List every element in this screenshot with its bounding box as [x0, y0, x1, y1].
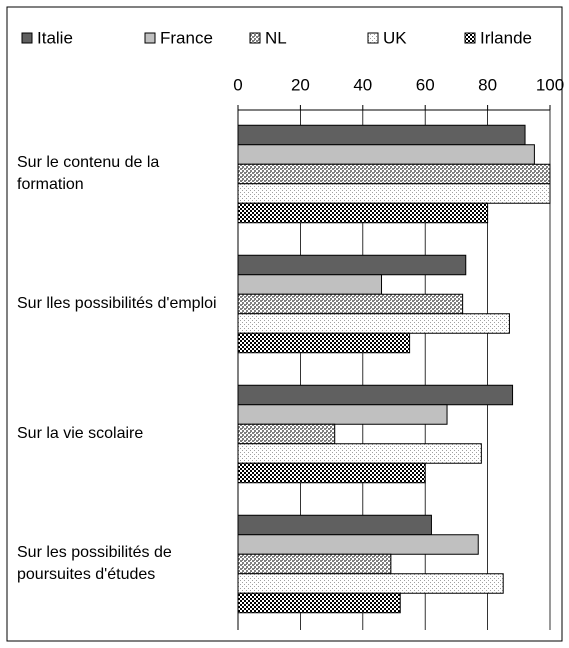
frame: [6, 6, 563, 642]
bar: [237, 144, 535, 165]
x-tick-label: 0: [233, 75, 242, 94]
legend-label: UK: [383, 28, 407, 47]
bar: [237, 462, 426, 484]
category-label: Sur lles possibilités d'emploi: [17, 295, 217, 312]
bar: [237, 163, 551, 185]
x-tick-label: 20: [291, 75, 310, 94]
x-tick-label: 60: [416, 75, 435, 94]
legend-swatch: [144, 32, 156, 44]
bar: [237, 254, 467, 276]
x-tick-label: 80: [478, 75, 497, 94]
bar: [237, 313, 510, 334]
bar: [237, 423, 336, 445]
legend-swatch: [21, 32, 33, 44]
legend-label: Italie: [37, 28, 73, 47]
bar: [237, 183, 551, 204]
x-tick-label: 40: [353, 75, 372, 94]
bar: [237, 553, 392, 575]
category-label: Sur le contenu de la formation: [17, 154, 160, 193]
bar: [237, 202, 489, 224]
bar: [237, 514, 432, 536]
bar: [237, 124, 526, 146]
bar: [237, 404, 448, 425]
legend-label: France: [160, 28, 213, 47]
bar: [237, 534, 479, 555]
legend-swatch: [464, 32, 476, 44]
legend-label: Irlande: [480, 28, 532, 47]
legend-swatch: [367, 32, 379, 44]
bar: [237, 573, 504, 594]
bar: [237, 592, 401, 614]
category-label: Sur les possibilités de poursuites d'étu…: [17, 544, 172, 583]
bar: [237, 332, 411, 354]
legend-label: NL: [265, 28, 287, 47]
bar: [237, 443, 482, 464]
bar: [237, 274, 383, 295]
legend-swatch: [249, 32, 261, 44]
category-label: Sur la vie scolaire: [17, 425, 144, 442]
bar: [237, 384, 514, 406]
x-tick-label: 100: [536, 75, 564, 94]
bar: [237, 293, 464, 315]
